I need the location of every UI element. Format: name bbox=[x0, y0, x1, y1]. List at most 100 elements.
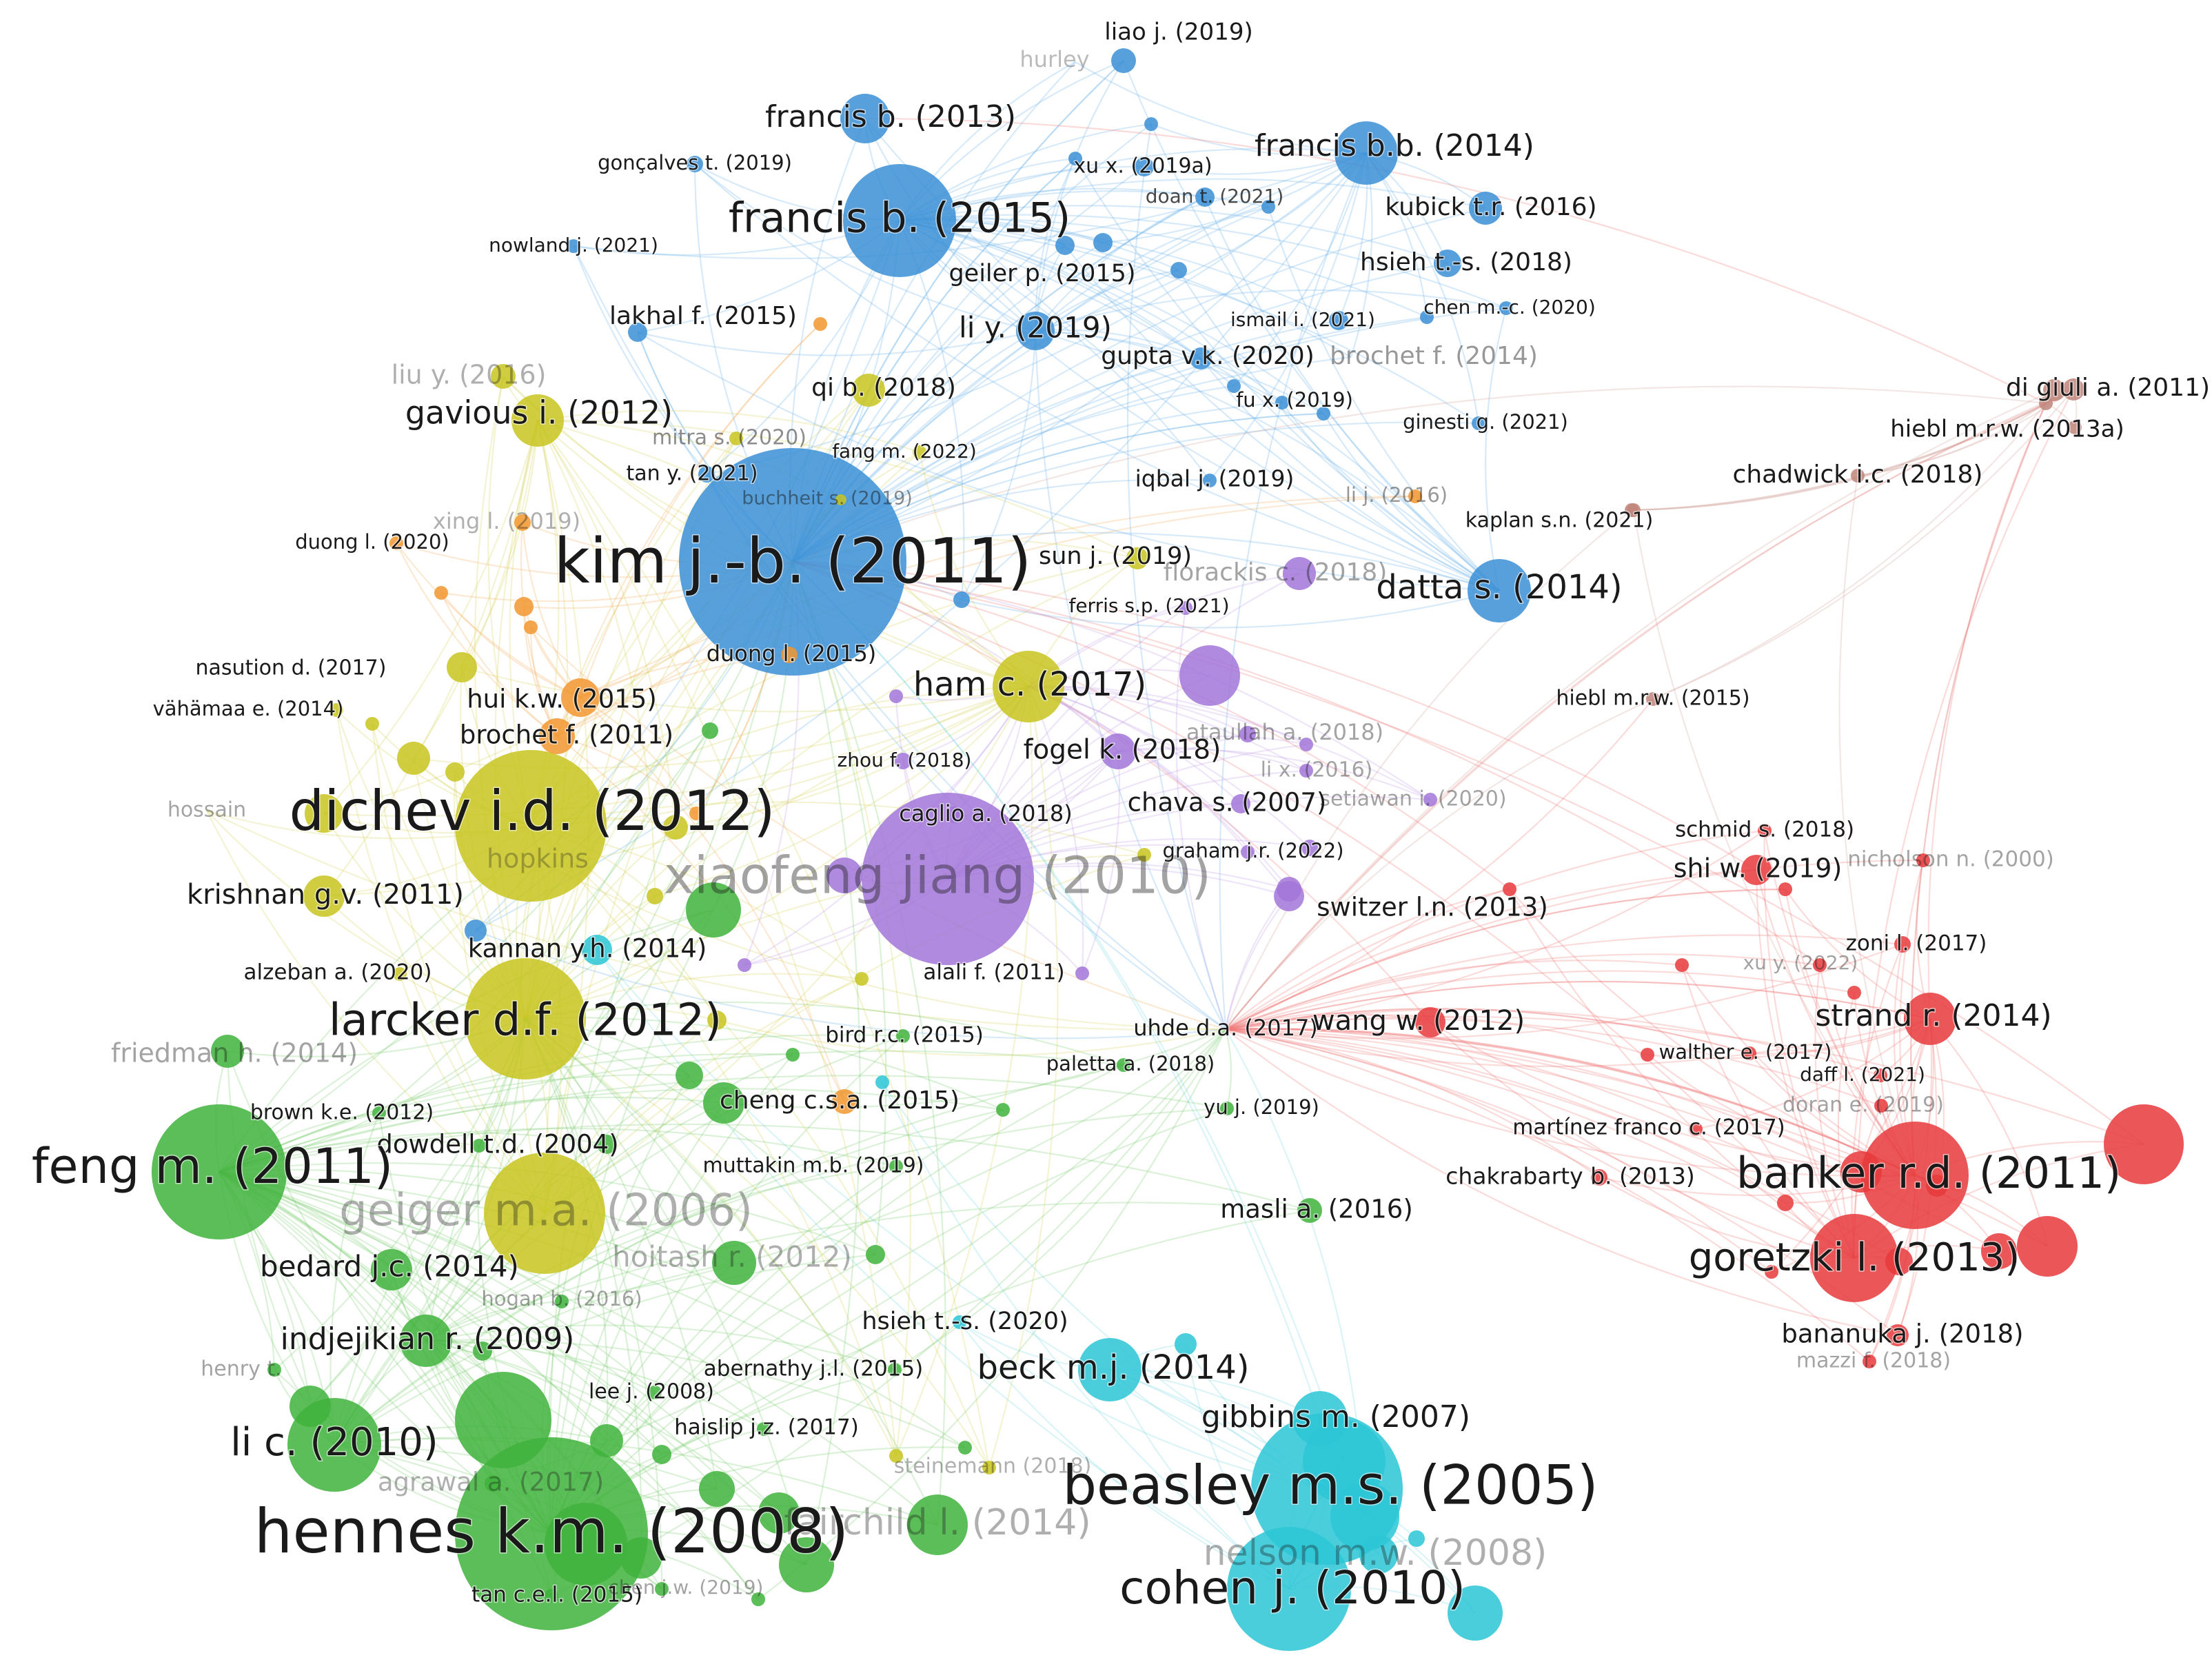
network-node bbox=[514, 597, 534, 616]
network-node bbox=[1646, 692, 1660, 706]
citation-edge bbox=[1509, 889, 1855, 1259]
network-node bbox=[1283, 557, 1316, 590]
citation-edge bbox=[334, 1108, 1004, 1446]
citation-edge bbox=[1117, 748, 1431, 801]
network-node bbox=[1100, 733, 1136, 769]
node-label: sun j. (2019) bbox=[1039, 543, 1192, 570]
citation-edge bbox=[1927, 403, 2047, 1020]
citation-edge bbox=[1647, 1017, 1931, 1060]
citation-edge bbox=[1224, 895, 1290, 1030]
citation-edge bbox=[525, 1018, 718, 1490]
citation-edge bbox=[1225, 960, 1683, 1031]
network-node bbox=[855, 972, 869, 986]
network-node bbox=[152, 1104, 287, 1239]
network-node bbox=[953, 591, 970, 608]
citation-edge bbox=[580, 495, 1416, 698]
citation-edge bbox=[573, 245, 1226, 1030]
network-node bbox=[813, 317, 827, 331]
citation-edge bbox=[1323, 413, 1500, 591]
node-label: friedman h. (2014) bbox=[111, 1038, 358, 1068]
citation-edge bbox=[475, 929, 1226, 1040]
network-node bbox=[786, 1048, 800, 1062]
node-label: fogel k. (2018) bbox=[1024, 735, 1221, 766]
network-node bbox=[835, 494, 846, 505]
network-node bbox=[1075, 966, 1089, 980]
network-node bbox=[1117, 1058, 1130, 1072]
network-node bbox=[757, 1422, 771, 1436]
node-label: tan c.e.l. (2015) bbox=[471, 1583, 642, 1608]
node-label: ginesti g. (2021) bbox=[1403, 410, 1568, 434]
network-node bbox=[484, 1153, 605, 1274]
citation-edge bbox=[1081, 751, 1121, 974]
citation-edge bbox=[219, 1123, 1310, 1212]
network-node bbox=[447, 652, 477, 682]
citation-edge bbox=[579, 323, 821, 698]
network-node bbox=[1813, 958, 1827, 972]
node-label: hsieh t.-s. (2018) bbox=[1360, 248, 1572, 276]
citation-edge bbox=[1035, 269, 1179, 332]
citation-edge bbox=[1028, 686, 1290, 897]
citation-edge bbox=[792, 560, 1431, 1023]
node-label: switzer l.n. (2013) bbox=[1317, 893, 1548, 922]
network-node bbox=[329, 703, 343, 717]
citation-edge bbox=[323, 685, 1029, 817]
network-node bbox=[895, 753, 911, 769]
citation-edge bbox=[1225, 1009, 1881, 1077]
citation-edge bbox=[1225, 1028, 1898, 1337]
network-node bbox=[1299, 764, 1313, 778]
citation-edge bbox=[537, 420, 656, 897]
citation-edge bbox=[1929, 1018, 2049, 1247]
node-label: francis b. (2015) bbox=[729, 194, 1071, 243]
network-node bbox=[1408, 489, 1422, 503]
network-node bbox=[287, 1398, 381, 1492]
node-label: chava s. (2007) bbox=[1128, 788, 1327, 818]
citation-edge bbox=[425, 1339, 656, 1393]
network-node bbox=[996, 1103, 1010, 1117]
citation-edge bbox=[525, 1017, 1004, 1111]
citation-edge bbox=[1430, 1022, 1855, 1259]
node-label: cohen j. (2010) bbox=[1119, 1561, 1465, 1614]
network-node bbox=[1137, 848, 1151, 862]
citation-edge bbox=[556, 323, 821, 737]
node-label: agrawal a. (2017) bbox=[378, 1468, 604, 1497]
citation-edge bbox=[1225, 953, 1820, 1031]
citation-edge bbox=[1117, 747, 1307, 772]
node-label: di giuli a. (2011) bbox=[2006, 374, 2210, 402]
network-node bbox=[485, 1475, 501, 1492]
network-node bbox=[993, 651, 1064, 722]
node-label: alali f. (2011) bbox=[923, 960, 1064, 985]
citation-edge bbox=[1175, 607, 1227, 1030]
network-node bbox=[1335, 121, 1398, 185]
citation-edge bbox=[1225, 943, 1903, 1040]
citation-edge bbox=[334, 1261, 735, 1446]
network-node bbox=[648, 1386, 662, 1399]
citation-edge bbox=[274, 1018, 527, 1370]
citation-edge bbox=[899, 178, 1486, 222]
node-label: xu y. (2022) bbox=[1743, 951, 1858, 974]
citation-edge bbox=[1633, 403, 2047, 511]
citation-edge bbox=[1225, 402, 2047, 1030]
node-label: hiebl m.r.w. (2015) bbox=[1556, 687, 1749, 711]
citation-edge bbox=[894, 1028, 1226, 1370]
network-node bbox=[852, 374, 885, 407]
network-node bbox=[1981, 1233, 2017, 1269]
citation-edge bbox=[1035, 330, 1283, 403]
citation-edge bbox=[425, 1339, 662, 1455]
citation-edge bbox=[792, 560, 1757, 871]
citation-edge bbox=[1225, 1028, 1900, 1262]
citation-edge bbox=[1117, 736, 1307, 753]
citation-edge bbox=[791, 561, 911, 1457]
citation-edge bbox=[425, 1339, 764, 1430]
node-label: li j. (2016) bbox=[1346, 483, 1448, 507]
network-node bbox=[1503, 882, 1516, 896]
network-node bbox=[567, 239, 580, 253]
citation-edge bbox=[758, 1028, 1226, 1600]
network-node bbox=[889, 1159, 903, 1173]
citation-edge bbox=[461, 420, 539, 668]
citation-edge bbox=[1028, 685, 1307, 745]
network-node bbox=[958, 1441, 972, 1455]
network-node bbox=[679, 448, 906, 676]
node-label: geiler p. (2015) bbox=[948, 260, 1135, 287]
node-label: brown k.e. (2012) bbox=[250, 1101, 434, 1125]
citation-edge bbox=[1225, 1028, 1916, 1176]
